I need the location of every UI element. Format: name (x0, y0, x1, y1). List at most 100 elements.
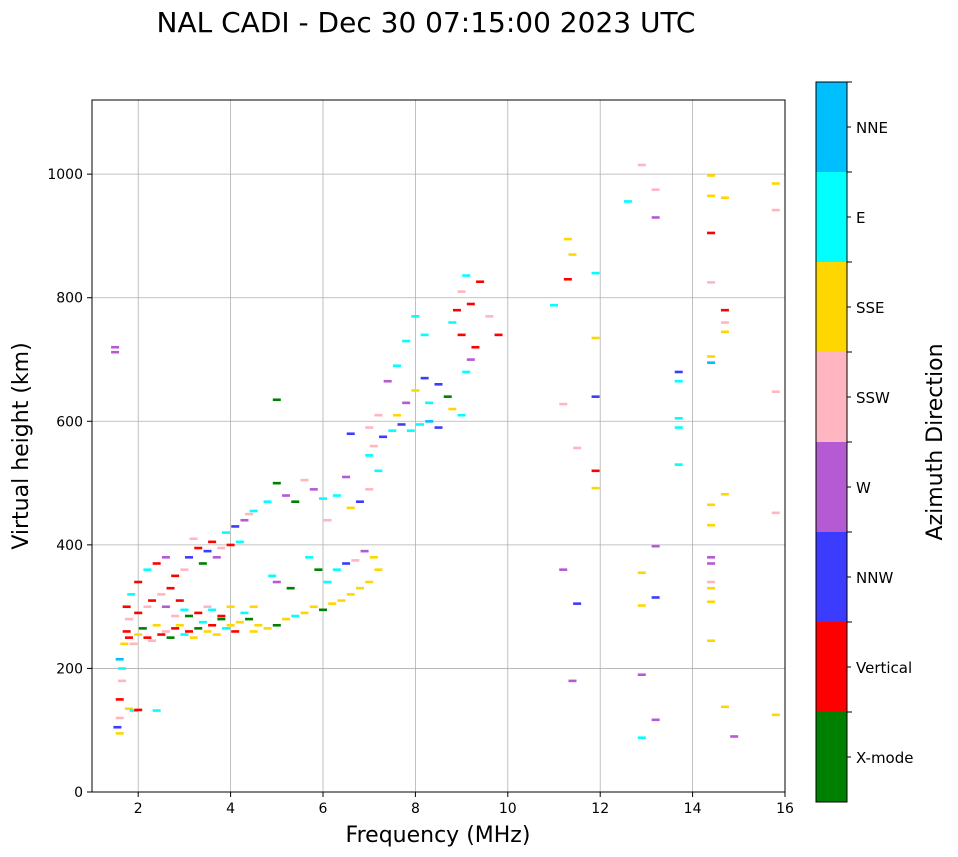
echo-point (189, 636, 198, 639)
x-tick-label: 6 (319, 801, 328, 817)
echo-point (212, 556, 221, 559)
echo-point (314, 568, 323, 571)
echo-point (185, 614, 194, 618)
y-axis-label: Virtual height (km) (9, 342, 34, 549)
echo-point (462, 370, 471, 374)
echo-point (148, 599, 157, 602)
echo-point (707, 562, 716, 565)
echo-point (416, 423, 425, 426)
echo-point (457, 290, 466, 293)
echo-point (420, 333, 429, 337)
echo-point (457, 413, 466, 417)
echo-point (134, 708, 143, 712)
echo-point (707, 355, 716, 358)
echo-point (194, 546, 203, 550)
echo-point (342, 475, 351, 479)
echo-point (591, 271, 600, 275)
echo-point (122, 630, 131, 633)
echo-point (111, 345, 120, 349)
echo-point (157, 593, 166, 596)
echo-point (397, 423, 406, 426)
echo-point (707, 556, 716, 559)
echo-point (457, 333, 466, 337)
grid-lines (92, 100, 786, 793)
colorbar-segment (816, 442, 847, 532)
echo-point (623, 200, 632, 203)
echo-point (707, 503, 716, 507)
echo-point (134, 611, 143, 615)
echo-point (231, 525, 240, 528)
echo-point (305, 556, 314, 559)
echo-point (217, 617, 226, 621)
colorbar-segment (816, 352, 847, 442)
echo-point (272, 398, 281, 402)
echo-point (134, 633, 143, 636)
echo-point (342, 562, 351, 565)
echo-point (365, 488, 374, 491)
echo-point (425, 401, 434, 405)
colorbar-tick-label: NNE (856, 119, 888, 137)
echo-point (272, 580, 281, 584)
echo-point (235, 620, 244, 624)
echo-point (346, 506, 355, 510)
echo-point (166, 636, 175, 639)
echo-point (411, 315, 420, 318)
echo-point (263, 500, 272, 504)
echo-point (171, 614, 180, 618)
echo-point (309, 605, 318, 609)
echo-point (568, 679, 577, 683)
echo-point (161, 605, 170, 609)
echo-point (355, 500, 364, 504)
echo-point (369, 444, 378, 448)
echo-point (143, 636, 152, 639)
echo-point (568, 253, 577, 256)
echo-point (651, 216, 660, 219)
echo-point (591, 486, 600, 490)
colorbar-segment (816, 262, 847, 352)
echo-point (425, 420, 434, 423)
echo-point (115, 716, 124, 720)
echo-point (563, 277, 572, 281)
echo-point (221, 627, 230, 630)
colorbar-tick-label: SSW (856, 389, 890, 407)
echo-point (374, 413, 383, 417)
echo-point (466, 302, 475, 306)
echo-point (115, 732, 124, 735)
echo-point (337, 599, 346, 602)
echo-point (272, 481, 281, 485)
echo-point (180, 633, 189, 636)
x-axis-label: Frequency (MHz) (346, 823, 531, 848)
echo-point (249, 509, 258, 513)
echo-point (291, 614, 300, 618)
echo-point (118, 667, 127, 670)
echo-point (448, 321, 457, 324)
echo-point (476, 280, 485, 284)
echo-point (319, 608, 327, 612)
echo-point (466, 358, 475, 361)
echo-point (226, 605, 235, 609)
echo-point (406, 429, 415, 432)
echo-point (221, 531, 230, 534)
echo-point (300, 611, 309, 615)
echo-point (245, 512, 254, 516)
echo-point (124, 636, 133, 639)
echo-point (388, 429, 397, 432)
echo-point (180, 568, 189, 571)
echo-point (148, 639, 157, 643)
echo-point (152, 623, 161, 627)
echo-point (452, 308, 461, 312)
echo-point (573, 602, 582, 605)
x-tick-label: 16 (776, 801, 794, 817)
x-tick-label: 4 (226, 801, 235, 817)
echo-point (120, 642, 129, 646)
echo-point (245, 617, 254, 621)
echo-point (591, 469, 600, 473)
echo-point (249, 630, 258, 633)
echo-point (771, 390, 780, 394)
echo-point (651, 544, 660, 548)
echo-point (651, 718, 660, 722)
colorbar: X-mode Vertical NNW W SSW SSE E NNE (816, 81, 913, 802)
echo-point (637, 163, 646, 167)
echo-point (674, 416, 683, 420)
echo-point (208, 608, 217, 612)
